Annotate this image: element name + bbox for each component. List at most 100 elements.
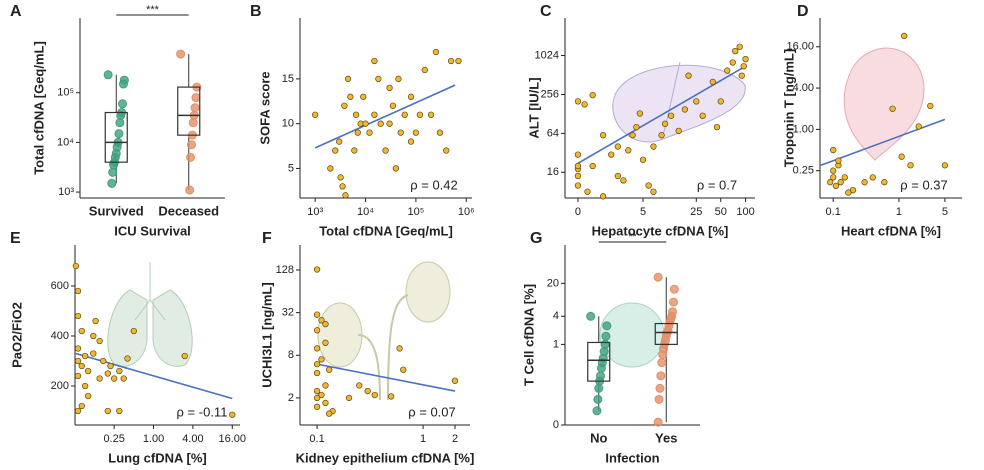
data-point xyxy=(830,174,837,181)
y-tick-label: 64 xyxy=(547,127,559,139)
data-point xyxy=(593,394,603,404)
data-point xyxy=(639,156,647,163)
data-point xyxy=(736,43,743,50)
x-tick-label: 0 xyxy=(575,206,581,218)
x-tick-label: 1.00 xyxy=(143,433,164,445)
y-tick-label: 0.25 xyxy=(793,165,814,177)
data-point xyxy=(625,147,632,154)
data-point xyxy=(351,147,358,154)
data-point xyxy=(322,382,329,389)
data-point xyxy=(84,367,92,375)
data-point xyxy=(356,382,363,389)
data-point xyxy=(396,345,403,352)
data-point xyxy=(74,287,82,295)
data-point xyxy=(74,345,82,352)
y-axis-label: Troponin T [ng/mL] xyxy=(781,49,796,167)
box xyxy=(104,111,128,163)
data-point xyxy=(116,407,123,415)
data-point xyxy=(655,383,665,393)
data-point xyxy=(312,111,319,118)
x-tick-label: 25 xyxy=(690,206,702,218)
data-point xyxy=(732,47,739,55)
data-point xyxy=(681,106,689,113)
data-point xyxy=(881,179,888,186)
data-point xyxy=(389,102,397,109)
data-point xyxy=(594,383,604,393)
y-tick-label: 8 xyxy=(288,349,294,361)
x-axis-label: Total cfDNA [Geq/mL] xyxy=(319,223,453,238)
x-axis-label: Lung cfDNA [%] xyxy=(108,450,206,465)
data-point xyxy=(313,311,321,318)
data-point xyxy=(574,162,582,170)
y-axis-label: T Cell cfDNA [%] xyxy=(521,284,536,386)
y-tick-label: 600 xyxy=(51,280,69,292)
data-point xyxy=(592,406,602,416)
data-point xyxy=(322,339,329,346)
data-point xyxy=(313,345,321,352)
x-tick-label: No xyxy=(590,430,607,445)
data-point xyxy=(81,352,89,360)
data-point xyxy=(74,312,82,320)
annotation: ρ = 0.37 xyxy=(900,177,948,192)
data-point xyxy=(104,370,111,377)
data-point xyxy=(188,118,198,128)
panel-letter: E xyxy=(10,230,21,247)
data-point xyxy=(318,391,325,399)
data-point xyxy=(443,147,450,154)
data-point xyxy=(656,371,666,381)
data-point xyxy=(386,84,393,92)
data-point xyxy=(729,59,736,66)
panel-letter: C xyxy=(540,3,552,20)
fit-line xyxy=(316,363,456,392)
data-point xyxy=(84,392,92,400)
x-tick-label: Yes xyxy=(655,430,677,445)
data-point xyxy=(742,56,749,63)
data-point xyxy=(360,93,367,100)
data-point xyxy=(186,152,196,162)
data-point xyxy=(81,382,89,390)
data-point xyxy=(657,358,667,368)
data-point xyxy=(427,111,435,118)
box xyxy=(587,341,611,382)
data-point xyxy=(124,355,131,362)
lung-illustration xyxy=(152,289,193,367)
y-axis-label: Total cfDNA [Geq/mL] xyxy=(31,41,46,175)
data-point xyxy=(377,120,384,127)
y-tick-label: 15 xyxy=(282,73,294,85)
illustrations xyxy=(107,47,925,401)
data-point xyxy=(375,75,382,83)
data-point xyxy=(229,411,236,418)
data-point xyxy=(96,375,103,382)
data-point xyxy=(653,417,663,427)
data-point xyxy=(186,140,196,150)
data-point xyxy=(658,350,668,360)
data-point xyxy=(596,363,606,373)
data-point xyxy=(130,327,137,335)
y-tick-label: 1024 xyxy=(535,49,559,61)
data-point xyxy=(416,111,424,118)
data-point xyxy=(108,167,118,177)
data-point xyxy=(118,79,128,89)
data-point xyxy=(118,99,128,109)
data-point xyxy=(432,48,440,56)
data-point xyxy=(185,185,195,195)
lung-illustration xyxy=(134,262,166,321)
data-point xyxy=(614,172,622,180)
data-point xyxy=(685,72,692,79)
data-point xyxy=(835,157,842,164)
y-tick-label: 400 xyxy=(51,330,69,342)
heart-illustration xyxy=(843,47,925,161)
x-tick-label: 4.00 xyxy=(182,433,203,445)
annotation: ρ = -0.11 xyxy=(177,404,228,419)
data-point xyxy=(392,165,400,172)
data-point xyxy=(650,143,657,150)
y-tick-label: 10⁵ xyxy=(57,87,74,99)
data-point xyxy=(78,362,85,370)
data-point xyxy=(447,57,455,65)
data-point xyxy=(830,167,837,174)
panel-letter: G xyxy=(530,230,542,247)
box xyxy=(177,86,201,136)
data-point xyxy=(313,327,321,334)
data-point xyxy=(181,352,188,360)
data-point xyxy=(313,266,321,273)
